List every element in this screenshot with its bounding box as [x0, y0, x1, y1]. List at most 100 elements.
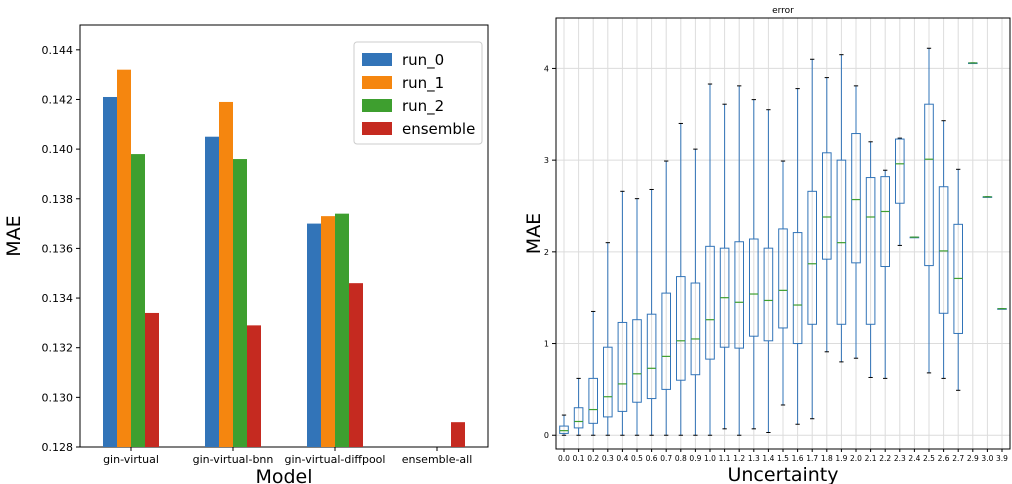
legend-label: run_1: [402, 74, 444, 93]
x-tick-label: 0.0: [558, 454, 570, 463]
box-iqr: [646, 313, 657, 400]
x-tick-label: 3.9: [996, 454, 1008, 463]
x-tick-label: 1.3: [748, 454, 760, 463]
legend-swatch: [362, 99, 392, 112]
y-tick-label: 0.138: [42, 193, 74, 206]
x-tick-label: 1.0: [704, 454, 716, 463]
box-2.6: [938, 120, 949, 379]
box-iqr: [895, 138, 905, 204]
x-tick-label: 0.5: [631, 454, 643, 463]
x-tick-label: 1.2: [733, 454, 745, 463]
bar-run_1: [219, 101, 233, 447]
box-2.1: [865, 141, 876, 378]
x-tick-label: 1.1: [719, 454, 731, 463]
box-1.4: [763, 109, 774, 433]
box-0.1: [573, 377, 584, 436]
x-tick-label: 2.5: [923, 454, 935, 463]
box-iqr: [749, 238, 759, 337]
box-0.3: [603, 242, 613, 436]
box-3.9: [997, 308, 1007, 310]
box-iqr: [938, 186, 949, 314]
x-tick-label: 2.6: [938, 454, 950, 463]
y-tick-label: 2: [544, 248, 549, 257]
box-x-axis: 0.0 0.1 0.2 0.3 0.4 0.5 0.6 0.7 0.8 0.9 1.0 1.1 1.2 1…: [558, 449, 1008, 463]
y-tick-label: 4: [544, 64, 549, 73]
x-tick-label: 2.4: [908, 454, 920, 463]
box-iqr: [792, 232, 803, 345]
bar-run_0: [307, 223, 321, 447]
box-iqr: [865, 177, 876, 325]
box-2.9: [968, 62, 978, 65]
box-1.1: [719, 103, 730, 430]
legend-label: run_2: [402, 97, 444, 116]
x-tick-label: 2.3: [894, 454, 906, 463]
y-tick-label: 0.144: [42, 44, 74, 57]
box-1.2: [734, 85, 745, 436]
x-tick-label: 0.1: [573, 454, 585, 463]
box-iqr: [617, 321, 628, 412]
bar-legend: run_0 run_1 run_2 ensemble: [353, 41, 483, 145]
box-y-axis: 0 1 2 3 4: [544, 64, 556, 440]
x-tick-label: 1.6: [792, 454, 804, 463]
box-chart-title: error: [772, 6, 794, 16]
bar-y-axis-label: MAE: [3, 215, 25, 256]
y-tick-label: 0.136: [42, 242, 74, 255]
box-1.6: [792, 88, 803, 425]
y-tick-label: 0.128: [42, 441, 74, 454]
x-tick-label: 0.7: [660, 454, 672, 463]
box-1.5: [778, 160, 788, 406]
box-1.9: [836, 54, 847, 363]
legend-swatch: [362, 53, 392, 66]
bar-run_2: [335, 213, 349, 447]
box-iqr: [924, 103, 934, 267]
x-tick-label: 2.2: [879, 454, 891, 463]
bar-ensemble: [349, 283, 363, 447]
box-0.9: [690, 148, 701, 436]
bar-chart: 0.128 0.130 0.132 0.134 0.136 0.138 0.140 0.142…: [3, 24, 489, 484]
bar-x-axis-label: Model: [255, 466, 312, 484]
box-2.7: [953, 168, 964, 391]
x-tick-label: 2.0: [850, 454, 862, 463]
box-iqr: [851, 133, 861, 264]
box-0.0: [559, 414, 569, 436]
box-2.4: [909, 236, 920, 239]
bar-plot-area: [79, 24, 489, 448]
x-tick-label: gin-virtual: [103, 453, 159, 466]
legend-label: ensemble: [402, 120, 475, 138]
x-tick-label: 1.9: [835, 454, 847, 463]
x-tick-label: 3.0: [981, 454, 993, 463]
bar-x-axis: gin-virtual gin-virtual-bnn gin-virtual-di…: [103, 447, 472, 466]
box-iqr: [690, 282, 701, 376]
x-tick-label: 0.4: [616, 454, 628, 463]
box-iqr: [603, 346, 613, 418]
x-tick-label: ensemble-all: [402, 453, 473, 466]
y-tick-label: 0.130: [42, 391, 74, 404]
box-iqr: [559, 425, 569, 434]
box-0.8: [676, 122, 686, 436]
box-1.7: [807, 58, 818, 420]
x-tick-label: 0.9: [689, 454, 701, 463]
box-iqr: [778, 228, 788, 329]
box-2.3: [895, 137, 905, 246]
box-0.6: [646, 188, 657, 436]
x-tick-label: 1.5: [777, 454, 789, 463]
box-iqr: [705, 245, 715, 360]
bar-run_0: [205, 136, 219, 448]
box-iqr: [763, 247, 774, 342]
box-iqr: [822, 152, 832, 260]
bar-run_0: [103, 96, 117, 448]
y-tick-label: 0.132: [42, 342, 74, 355]
y-tick-label: 3: [544, 156, 549, 165]
x-tick-label: 1.4: [762, 454, 774, 463]
legend-box: [353, 41, 483, 145]
box-1.3: [749, 99, 759, 430]
box-2.0: [851, 85, 861, 359]
box-3.0: [982, 196, 993, 198]
y-tick-label: 0.142: [42, 93, 74, 106]
box-iqr: [880, 176, 891, 268]
bar-run_2: [233, 159, 247, 447]
bar-ensemble: [247, 325, 261, 447]
box-series: [559, 47, 1007, 436]
